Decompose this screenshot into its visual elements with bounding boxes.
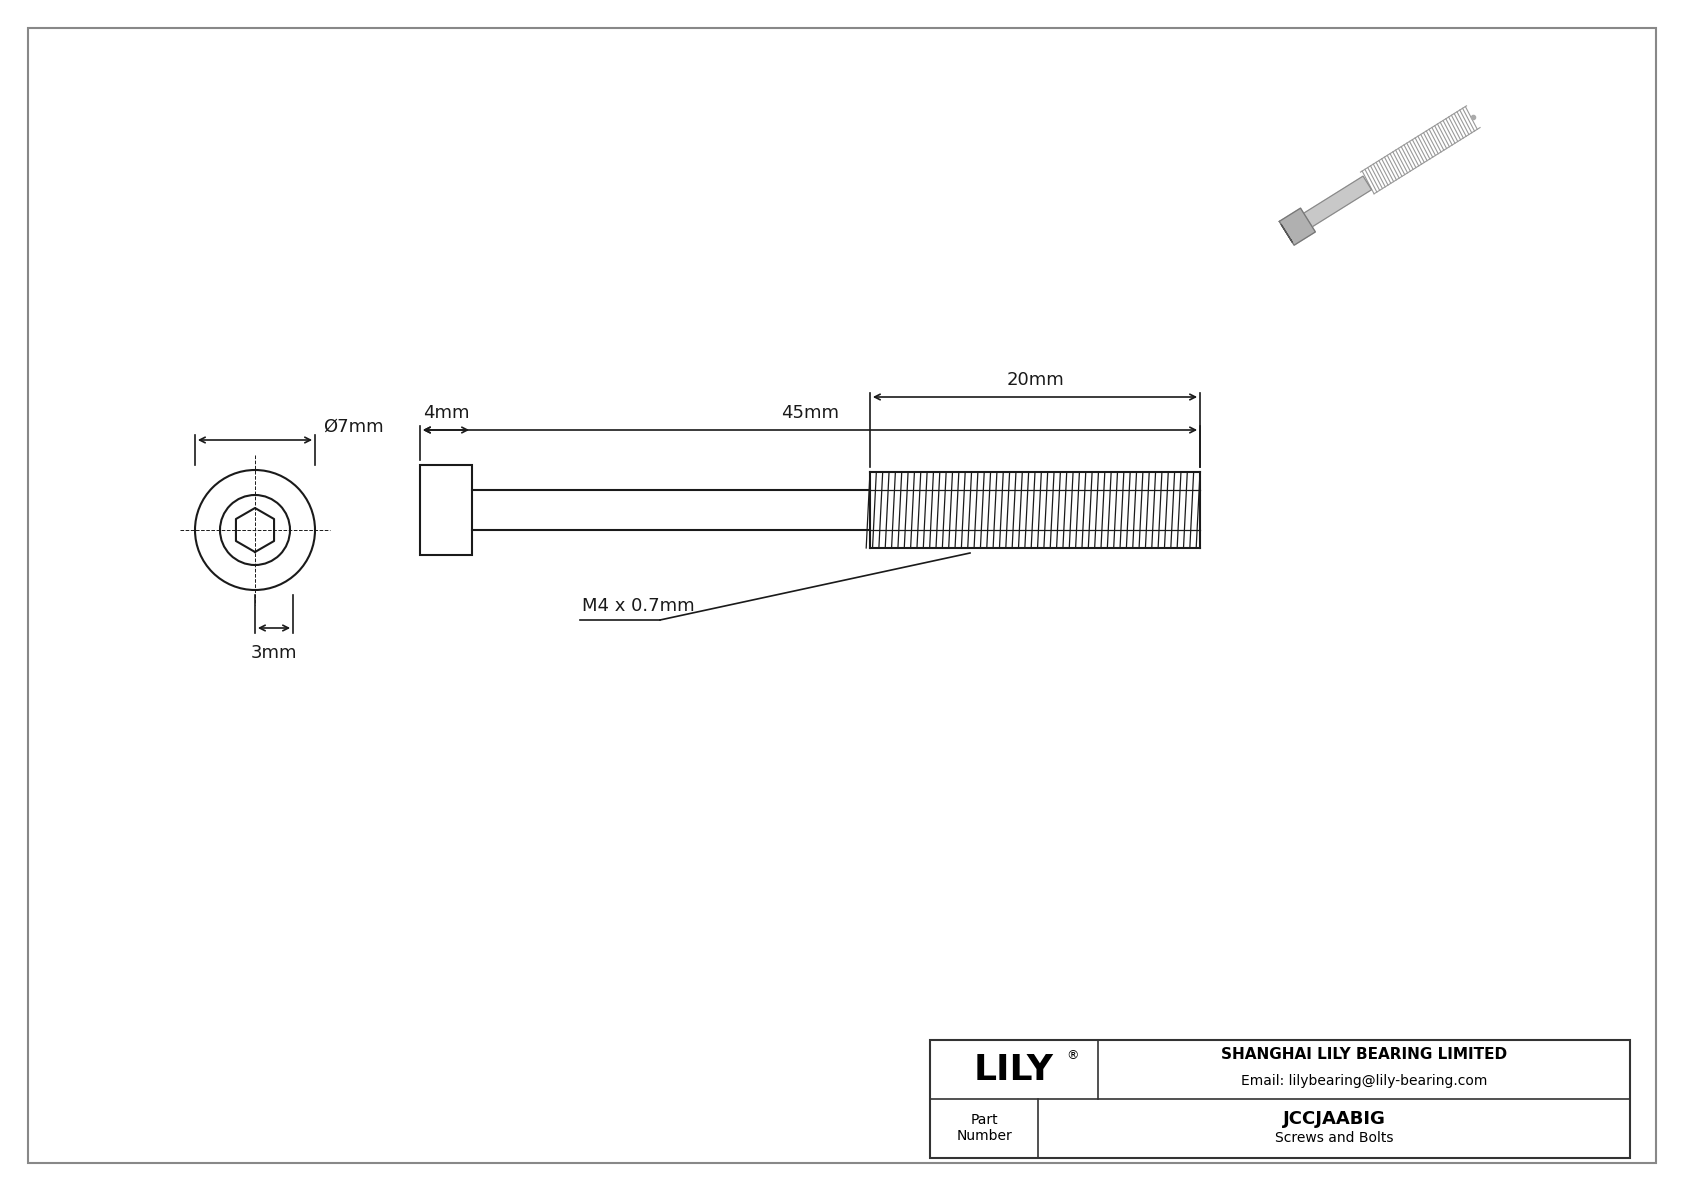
Bar — [930, 1040, 1630, 1158]
Text: JCCJAABIG: JCCJAABIG — [1283, 1110, 1386, 1129]
Text: Screws and Bolts: Screws and Bolts — [1275, 1130, 1393, 1145]
Text: Email: lilybearing@lily-bearing.com: Email: lilybearing@lily-bearing.com — [1241, 1074, 1487, 1089]
Text: 45mm: 45mm — [781, 404, 839, 422]
Text: 3mm: 3mm — [251, 644, 298, 662]
Text: Number: Number — [957, 1129, 1012, 1143]
Bar — [419, 464, 472, 555]
Text: 4mm: 4mm — [423, 404, 470, 422]
Text: LILY: LILY — [973, 1053, 1054, 1086]
Text: Part: Part — [970, 1114, 999, 1128]
Polygon shape — [1280, 208, 1315, 245]
Text: ®: ® — [1066, 1049, 1078, 1062]
Text: SHANGHAI LILY BEARING LIMITED: SHANGHAI LILY BEARING LIMITED — [1221, 1047, 1507, 1061]
Polygon shape — [1303, 176, 1371, 226]
Text: M4 x 0.7mm: M4 x 0.7mm — [583, 597, 694, 615]
Text: Ø7mm: Ø7mm — [323, 418, 384, 436]
Text: 20mm: 20mm — [1005, 372, 1064, 389]
